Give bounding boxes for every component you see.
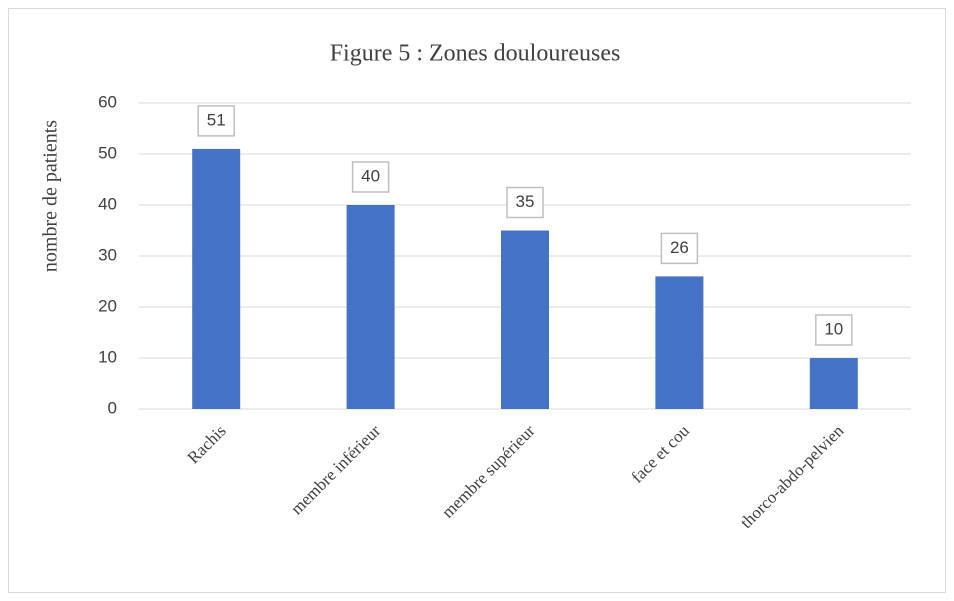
y-tick-label: 40 xyxy=(98,194,117,213)
bar xyxy=(346,205,395,409)
data-label: 35 xyxy=(516,192,535,211)
bar xyxy=(192,148,241,409)
data-label: 40 xyxy=(361,166,380,185)
data-label-box xyxy=(815,314,853,346)
chart-title: Figure 5 : Zones douloureuses xyxy=(330,41,621,67)
bar xyxy=(809,358,858,409)
y-tick-label: 30 xyxy=(98,245,117,264)
chart-border xyxy=(8,8,946,593)
data-label-box xyxy=(660,232,699,265)
y-tick-label: 0 xyxy=(108,398,117,417)
y-tick-label: 60 xyxy=(98,92,117,111)
data-label-box xyxy=(351,161,390,193)
data-label: 26 xyxy=(670,238,689,257)
y-tick-label: 50 xyxy=(98,143,117,162)
y-tick-label: 20 xyxy=(98,296,117,315)
y-tick-label: 10 xyxy=(98,347,117,366)
data-label-box xyxy=(506,186,544,219)
bar xyxy=(655,276,704,409)
data-label: 51 xyxy=(207,110,226,129)
y-axis-label: nombre de patients xyxy=(40,120,62,272)
data-label: 10 xyxy=(824,319,843,338)
bar xyxy=(501,230,549,409)
data-label-box xyxy=(197,105,235,137)
